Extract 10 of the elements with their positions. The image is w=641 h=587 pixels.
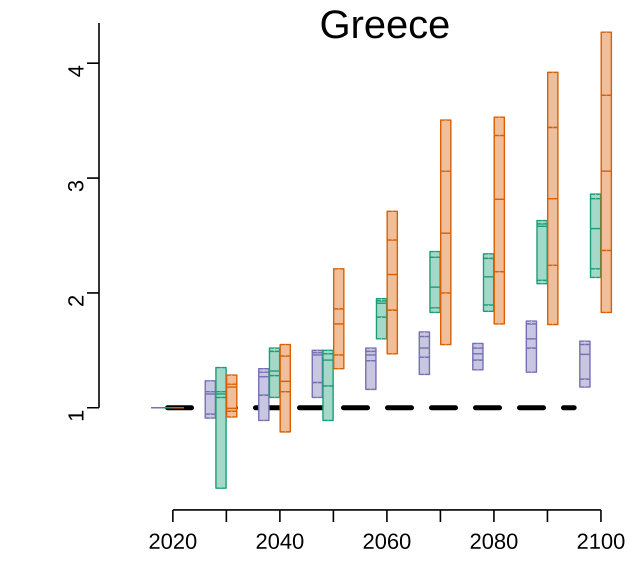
x-tick-label: 2040 (256, 534, 304, 550)
x-tick-label: 2080 (470, 534, 518, 550)
y-tick-label: 1 (68, 410, 84, 420)
y-tick-label: 3 (68, 180, 84, 192)
chart-title: Greece (322, 10, 449, 38)
y-tick-label: 4 (68, 66, 84, 77)
x-tick-label: 2100 (578, 534, 624, 550)
x-tick-label: 2060 (364, 534, 410, 550)
x-tick-label: 2020 (150, 534, 196, 550)
y-tick-label: 2 (68, 296, 84, 306)
